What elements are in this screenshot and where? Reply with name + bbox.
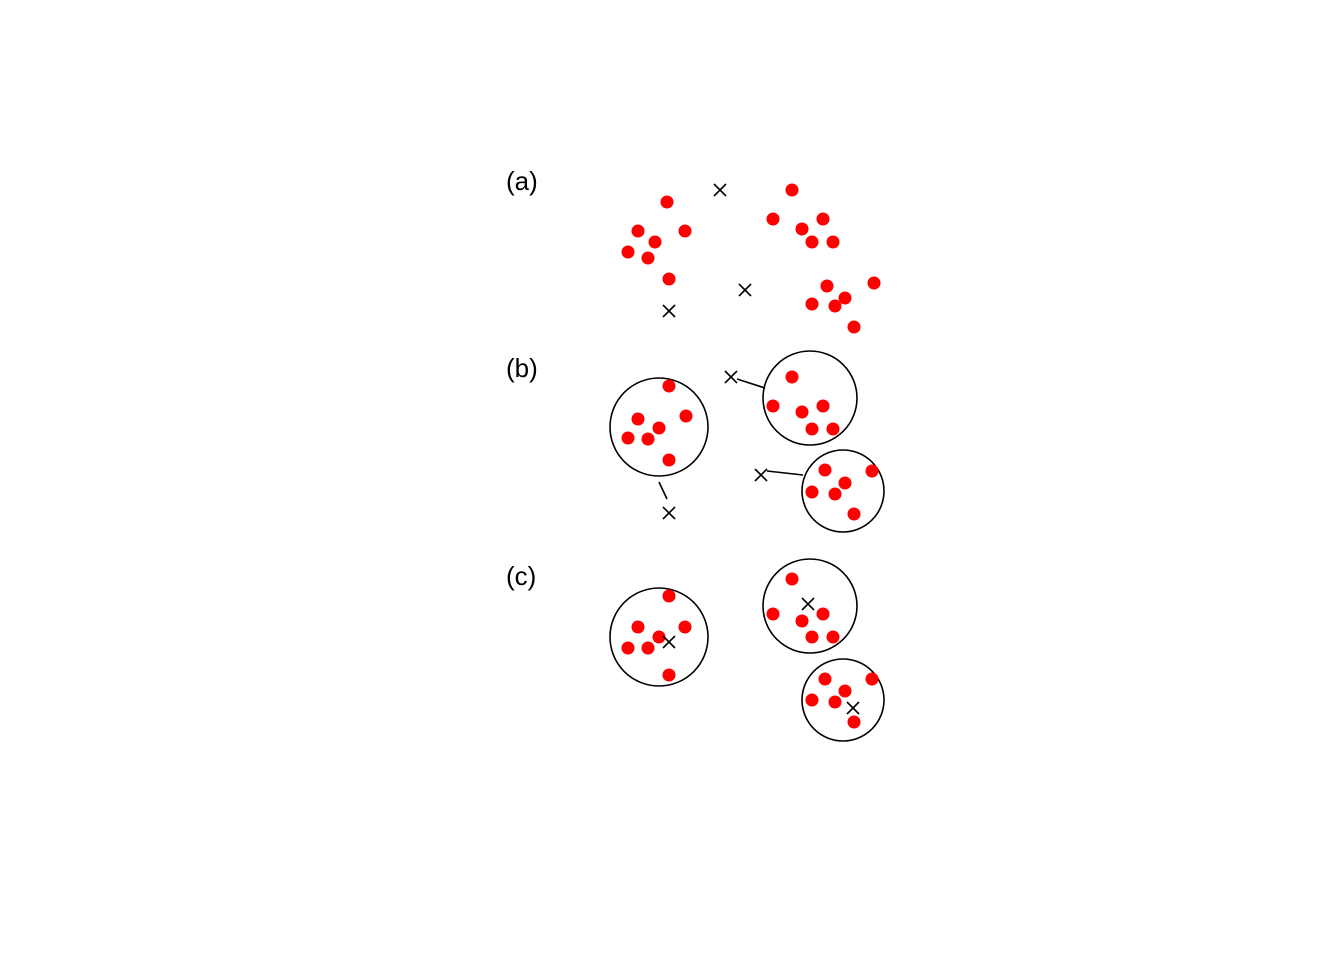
data-point [679, 409, 693, 423]
data-point [805, 422, 819, 436]
centroid-marker [662, 506, 676, 520]
panel-a-label: (a) [506, 166, 538, 196]
data-point [816, 607, 830, 621]
data-point [785, 370, 799, 384]
data-point [865, 672, 879, 686]
data-point [795, 405, 809, 419]
data-point [795, 614, 809, 628]
data-point [828, 299, 842, 313]
data-point [826, 630, 840, 644]
data-point [678, 224, 692, 238]
data-point [818, 672, 832, 686]
data-point [826, 422, 840, 436]
cluster-boundary [801, 658, 885, 742]
data-point [816, 399, 830, 413]
cluster-boundary [609, 377, 709, 477]
data-point [662, 589, 676, 603]
data-point [621, 245, 635, 259]
data-point [828, 695, 842, 709]
data-point [766, 212, 780, 226]
centroid-marker [801, 597, 815, 611]
data-point [648, 235, 662, 249]
data-point [621, 641, 635, 655]
data-point [838, 684, 852, 698]
data-point [785, 572, 799, 586]
cluster-boundary [762, 558, 858, 654]
data-point [662, 453, 676, 467]
assignment-line [736, 378, 766, 389]
cluster-boundary [762, 350, 858, 446]
panel-a: (a) [506, 166, 881, 334]
data-point [867, 276, 881, 290]
data-point [805, 485, 819, 499]
data-point [795, 222, 809, 236]
panel-c: (c) [506, 558, 885, 742]
data-point [805, 630, 819, 644]
panel-b: (b) [506, 350, 885, 533]
data-point [662, 379, 676, 393]
data-point [652, 421, 666, 435]
data-point [631, 412, 645, 426]
data-point [805, 297, 819, 311]
data-point [660, 195, 674, 209]
panel-c-points [621, 572, 879, 729]
data-point [652, 630, 666, 644]
data-point [838, 291, 852, 305]
data-point [805, 235, 819, 249]
data-point [847, 320, 861, 334]
data-point [838, 476, 852, 490]
data-point [766, 399, 780, 413]
centroid-marker [846, 701, 860, 715]
centroid-marker [662, 304, 676, 318]
panel-c-label: (c) [506, 561, 536, 591]
data-point [847, 507, 861, 521]
data-point [785, 183, 799, 197]
data-point [678, 620, 692, 634]
data-point [828, 487, 842, 501]
data-point [641, 641, 655, 655]
centroid-marker [662, 635, 676, 649]
data-point [805, 693, 819, 707]
assignment-line [658, 481, 668, 500]
data-point [818, 463, 832, 477]
centroid-marker [724, 370, 738, 384]
centroid-marker [738, 283, 752, 297]
panel-a-points [621, 183, 881, 334]
data-point [820, 279, 834, 293]
data-point [621, 431, 635, 445]
centroid-marker [713, 183, 727, 197]
data-point [766, 607, 780, 621]
panel-b-points [621, 370, 879, 521]
data-point [865, 464, 879, 478]
data-point [641, 251, 655, 265]
data-point [826, 235, 840, 249]
assignment-line [766, 470, 804, 476]
data-point [662, 272, 676, 286]
data-point [631, 224, 645, 238]
data-point [631, 620, 645, 634]
cluster-boundary [801, 449, 885, 533]
cluster-boundary [609, 587, 709, 687]
data-point [662, 668, 676, 682]
centroid-marker [754, 468, 768, 482]
data-point [641, 432, 655, 446]
data-point [847, 715, 861, 729]
panel-b-label: (b) [506, 353, 538, 383]
data-point [816, 212, 830, 226]
